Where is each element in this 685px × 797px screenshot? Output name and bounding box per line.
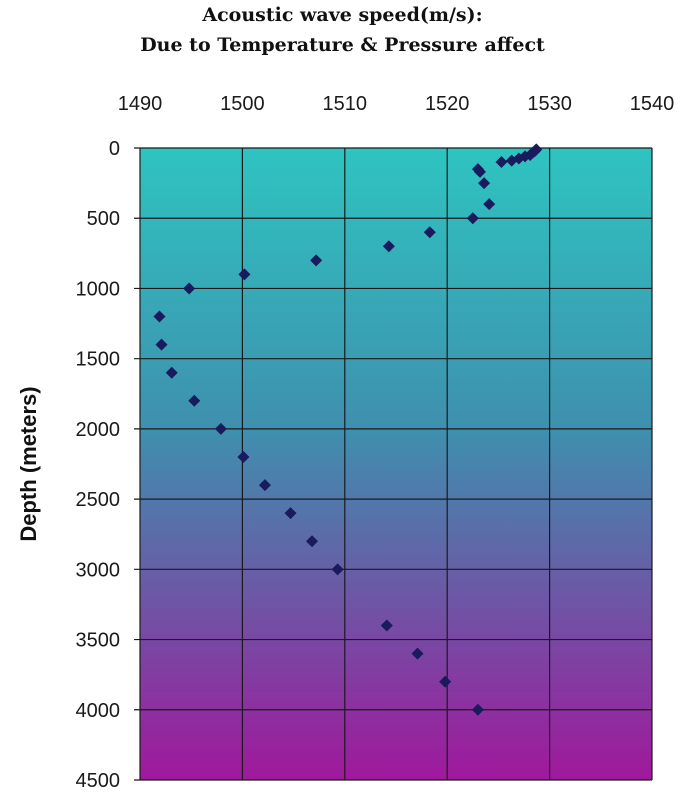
- data-point: [153, 310, 166, 323]
- y-tick-label: 0: [109, 138, 120, 160]
- chart-title-line-1: Acoustic wave speed(m/s):: [202, 4, 483, 26]
- x-tick-label: 1540: [630, 93, 675, 115]
- data-point: [495, 156, 508, 169]
- plot-area-background: [140, 148, 652, 780]
- x-tick-label: 1490: [118, 93, 163, 115]
- data-point: [466, 212, 479, 225]
- y-tick-label: 1500: [76, 349, 121, 371]
- x-tick-label: 1500: [220, 93, 265, 115]
- y-axis-label: Depth (meters): [16, 386, 41, 541]
- data-point: [188, 394, 201, 407]
- data-point: [238, 268, 251, 281]
- y-tick-label: 4500: [76, 770, 121, 792]
- y-tick-label: 500: [87, 208, 120, 230]
- data-point: [423, 226, 436, 239]
- data-point: [183, 282, 196, 295]
- x-tick-label: 1530: [527, 93, 572, 115]
- y-tick-label: 4000: [76, 700, 121, 722]
- data-point: [483, 198, 496, 211]
- data-point: [331, 563, 344, 576]
- chart-title-line-2: Due to Temperature & Pressure affect: [140, 34, 545, 56]
- data-point: [165, 366, 178, 379]
- data-point: [310, 254, 323, 267]
- x-tick-label: 1510: [323, 93, 368, 115]
- y-tick-label: 3500: [76, 630, 121, 652]
- y-tick-label: 2000: [76, 419, 121, 441]
- data-point: [411, 647, 424, 660]
- data-point: [439, 675, 452, 688]
- data-point: [237, 450, 250, 463]
- data-point: [155, 338, 168, 351]
- tick-labels: 1490 1500 1510 1520 1530 1540 0 500 1000 1500 2000…: [76, 93, 675, 792]
- data-points: [153, 143, 543, 716]
- data-point: [284, 507, 297, 520]
- y-tick-label: 1000: [76, 278, 121, 300]
- x-tick-label: 1520: [425, 93, 470, 115]
- data-point: [306, 535, 319, 548]
- data-point: [214, 422, 227, 435]
- data-point: [258, 479, 271, 492]
- data-point: [471, 703, 484, 716]
- data-point: [473, 165, 486, 178]
- y-tick-label: 2500: [76, 489, 121, 511]
- y-tick-label: 3000: [76, 559, 121, 581]
- data-point: [478, 177, 491, 190]
- data-point: [382, 240, 395, 253]
- data-point: [380, 619, 393, 632]
- data-point: [505, 154, 518, 167]
